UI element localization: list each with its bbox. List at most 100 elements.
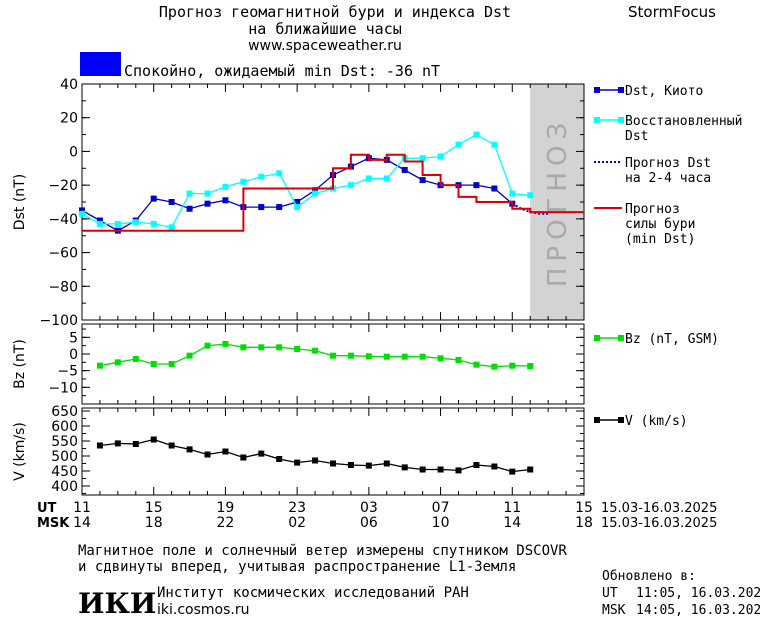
data-point xyxy=(258,344,265,351)
msk-tick-label: 14 xyxy=(503,515,521,531)
data-point xyxy=(527,363,534,369)
data-point xyxy=(186,446,193,453)
data-point xyxy=(258,173,265,180)
data-point xyxy=(240,344,247,351)
legend-marker xyxy=(618,87,624,93)
data-point xyxy=(401,353,408,360)
footer-note-line1: Магнитное поле и солнечный ветер измерен… xyxy=(78,543,567,559)
y-tick-label: −80 xyxy=(48,279,78,295)
y-tick-label: −100 xyxy=(40,313,78,329)
data-point xyxy=(401,464,408,471)
footer-note-line2: и сдвинуты вперед, учитывая распростране… xyxy=(78,559,516,575)
legend-label: (min Dst) xyxy=(625,232,695,247)
msk-tick-label: 02 xyxy=(288,515,306,531)
legend-label: Bz (nT, GSM) xyxy=(625,332,719,347)
data-point xyxy=(347,462,354,468)
legend-marker xyxy=(618,417,624,423)
y-tick-label: −40 xyxy=(48,212,78,228)
data-point xyxy=(419,177,426,184)
y-tick-label: −60 xyxy=(48,246,78,262)
data-point xyxy=(509,468,516,475)
brand-name: StormFocus xyxy=(628,3,716,21)
chart-title-line2: на ближайшие часы xyxy=(248,20,402,38)
y-tick-label: 650 xyxy=(51,404,78,420)
data-point xyxy=(437,153,444,160)
ut-label: UT xyxy=(37,501,57,516)
data-point xyxy=(132,219,139,226)
data-point xyxy=(96,217,103,224)
legend-marker xyxy=(594,87,600,93)
data-point xyxy=(491,463,498,470)
data-point xyxy=(258,204,265,211)
data-point xyxy=(455,141,462,148)
legend-label: Dst xyxy=(625,129,648,144)
forecast-region xyxy=(530,84,584,320)
data-point xyxy=(437,466,444,473)
series-line xyxy=(81,133,531,229)
ut-tick-label: 15 xyxy=(575,500,593,516)
data-point xyxy=(276,456,283,462)
data-point xyxy=(168,361,175,367)
legend-label: V (km/s) xyxy=(625,414,688,429)
bz-y-axis-label: Bz (nT) xyxy=(12,339,28,389)
legend-label: Прогноз xyxy=(625,202,680,217)
ut-tick-label: 23 xyxy=(288,500,306,516)
data-point xyxy=(347,352,354,359)
msk-date-range: 15.03-16.03.2025 xyxy=(601,516,717,531)
data-point xyxy=(150,436,157,443)
data-point xyxy=(276,204,283,211)
legend-marker xyxy=(618,335,624,341)
data-point xyxy=(132,441,139,447)
ut-tick-label: 07 xyxy=(432,500,450,516)
data-point xyxy=(186,190,193,197)
y-tick-label: −10 xyxy=(48,380,78,396)
data-point xyxy=(96,442,103,449)
data-point xyxy=(473,182,480,189)
data-point xyxy=(114,440,121,447)
data-point xyxy=(312,457,319,464)
data-point xyxy=(347,182,354,189)
y-tick-label: 600 xyxy=(51,419,78,435)
data-point xyxy=(383,353,390,360)
data-point xyxy=(294,204,301,211)
institute-name: Институт космических исследований РАН xyxy=(157,585,469,601)
dst-y-axis-label: Dst (nT) xyxy=(12,174,28,230)
data-point xyxy=(401,166,408,173)
data-point xyxy=(222,183,229,190)
iki-logo: ИКИ xyxy=(78,587,156,620)
updated-msk-label: MSK xyxy=(602,603,626,618)
data-point xyxy=(96,220,103,227)
data-point xyxy=(491,185,498,192)
forecast-label: ПРОГНОЗ xyxy=(543,117,573,287)
data-point xyxy=(132,356,139,362)
legend-label: силы бури xyxy=(625,217,695,232)
ut-tick-label: 03 xyxy=(360,500,378,516)
y-tick-label: 0 xyxy=(69,347,78,363)
ut-tick-label: 11 xyxy=(73,500,91,516)
y-tick-label: 5 xyxy=(69,330,78,346)
data-point xyxy=(294,346,301,352)
legend-label: Восстановленный xyxy=(625,114,742,129)
site-url: www.spaceweather.ru xyxy=(248,38,402,54)
legend-label: Прогноз Dst xyxy=(625,156,711,171)
y-tick-label: 20 xyxy=(60,111,78,127)
data-point xyxy=(150,195,157,202)
msk-tick-label: 18 xyxy=(575,515,593,531)
data-point xyxy=(312,187,319,194)
institute-url: iki.cosmos.ru xyxy=(157,602,249,618)
data-point xyxy=(168,199,175,205)
updated-msk-time: 14:05, 16.03.2025 xyxy=(636,603,760,618)
data-point xyxy=(491,363,498,370)
legend-label: Dst, Киото xyxy=(625,84,703,99)
data-point xyxy=(330,460,336,467)
msk-tick-label: 14 xyxy=(73,515,91,531)
data-point xyxy=(527,192,534,199)
data-point xyxy=(258,450,265,457)
msk-label: MSK xyxy=(37,516,70,531)
data-point xyxy=(437,355,444,362)
ut-tick-label: 15 xyxy=(145,500,163,516)
data-point xyxy=(168,442,175,449)
y-tick-label: 550 xyxy=(51,434,78,450)
